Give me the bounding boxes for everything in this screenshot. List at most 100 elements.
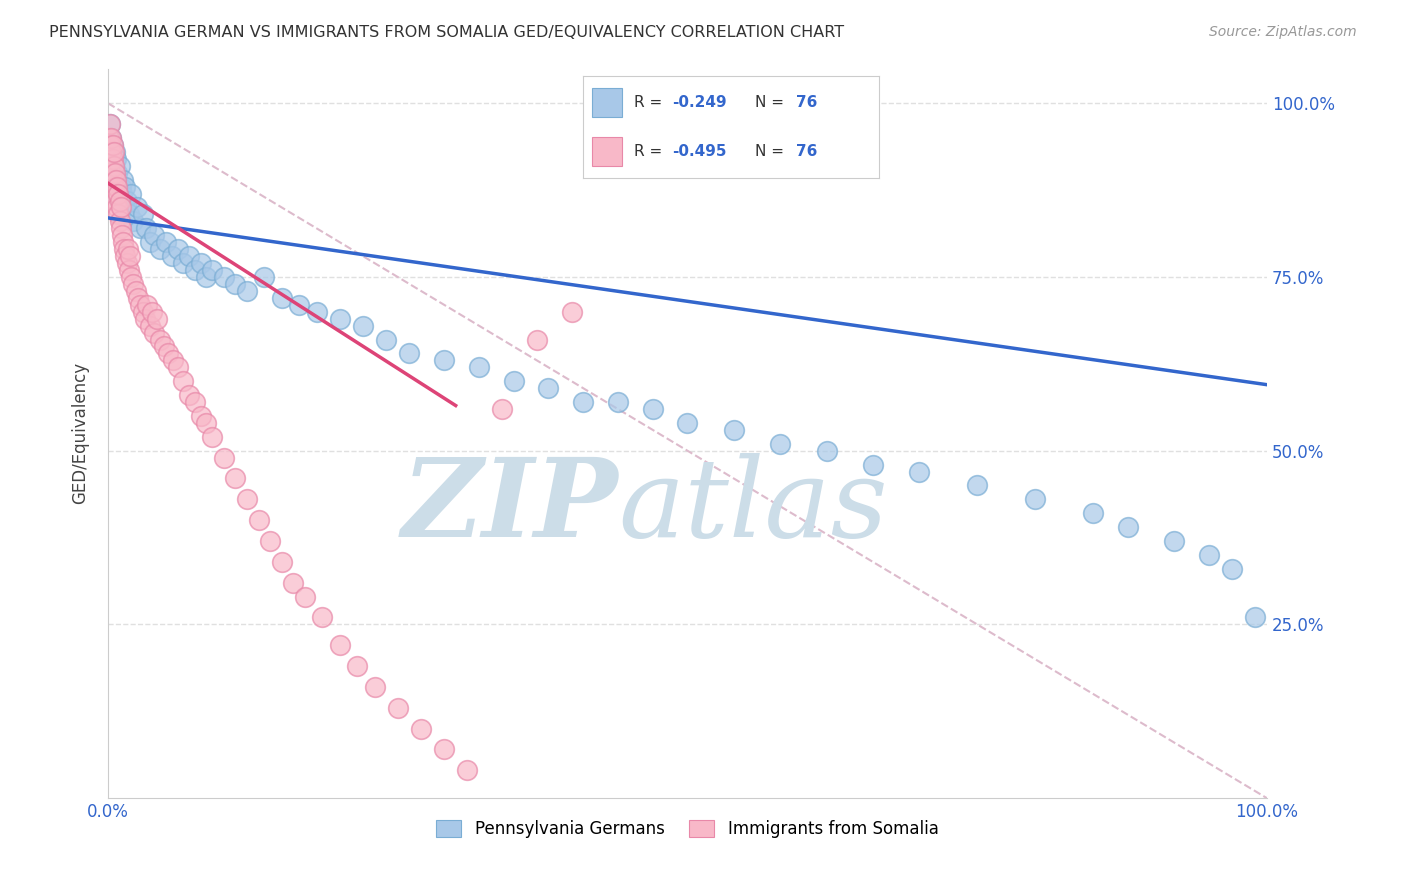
Point: [815, 443, 838, 458]
Point: [212, 270, 235, 285]
Point: [101, 172, 124, 186]
Text: N =: N =: [755, 95, 789, 110]
Point: [141, 304, 163, 318]
Point: [100, 131, 122, 145]
Text: ZIP: ZIP: [401, 452, 617, 560]
Point: [107, 179, 129, 194]
Point: [138, 235, 160, 250]
Point: [179, 249, 201, 263]
Point: [409, 722, 432, 736]
Point: [104, 186, 127, 201]
Point: [105, 201, 128, 215]
Text: N =: N =: [755, 145, 789, 160]
Point: [329, 638, 352, 652]
Point: [157, 346, 180, 360]
Point: [117, 242, 139, 256]
Point: [112, 201, 135, 215]
Point: [115, 194, 138, 208]
Point: [363, 680, 385, 694]
Point: [105, 186, 128, 201]
Text: 76: 76: [796, 95, 817, 110]
Point: [108, 214, 131, 228]
Point: [104, 145, 127, 159]
Point: [132, 304, 155, 318]
Point: [433, 742, 456, 756]
Point: [236, 284, 259, 298]
Point: [132, 207, 155, 221]
Point: [134, 311, 156, 326]
Point: [190, 256, 212, 270]
Point: [387, 701, 409, 715]
Point: [105, 172, 128, 186]
Point: [224, 277, 246, 291]
Point: [526, 333, 548, 347]
Point: [111, 228, 134, 243]
Point: [283, 575, 305, 590]
Point: [769, 436, 792, 450]
Point: [201, 430, 224, 444]
Point: [641, 402, 664, 417]
Point: [118, 207, 141, 221]
Point: [143, 228, 166, 243]
Point: [107, 207, 129, 221]
Point: [100, 179, 122, 194]
Point: [105, 166, 128, 180]
Bar: [592, 137, 621, 166]
Point: [145, 311, 167, 326]
Point: [966, 478, 988, 492]
Point: [166, 360, 188, 375]
Point: [138, 318, 160, 333]
Point: [105, 172, 128, 186]
Point: [112, 172, 135, 186]
Point: [1220, 562, 1243, 576]
Point: [101, 138, 124, 153]
Point: [1244, 610, 1267, 624]
Point: [572, 395, 595, 409]
Point: [166, 242, 188, 256]
Point: [1081, 506, 1104, 520]
Point: [1116, 520, 1139, 534]
Point: [190, 409, 212, 423]
Point: [98, 117, 121, 131]
Point: [101, 166, 124, 180]
Point: [105, 194, 128, 208]
Text: atlas: atlas: [617, 452, 887, 560]
Point: [143, 326, 166, 340]
Text: R =: R =: [634, 145, 666, 160]
Point: [125, 201, 148, 215]
Point: [103, 179, 125, 194]
Point: [100, 152, 122, 166]
Point: [346, 659, 368, 673]
Point: [103, 179, 125, 194]
Point: [103, 159, 125, 173]
Point: [305, 304, 328, 318]
Point: [172, 374, 194, 388]
Point: [129, 221, 152, 235]
Point: [224, 471, 246, 485]
Point: [103, 159, 125, 173]
Point: [115, 256, 138, 270]
Bar: [592, 88, 621, 117]
Point: [723, 423, 745, 437]
Point: [155, 235, 177, 250]
Point: [104, 186, 127, 201]
Point: [1024, 492, 1046, 507]
Point: [108, 194, 131, 208]
Point: [294, 590, 316, 604]
Text: Source: ZipAtlas.com: Source: ZipAtlas.com: [1209, 25, 1357, 39]
Point: [253, 270, 276, 285]
Point: [122, 214, 145, 228]
Point: [184, 395, 207, 409]
Point: [103, 145, 125, 159]
Point: [270, 555, 292, 569]
Point: [110, 201, 132, 215]
Point: [862, 458, 884, 472]
Point: [537, 381, 560, 395]
Point: [110, 221, 132, 235]
Point: [120, 186, 142, 201]
Point: [270, 291, 292, 305]
Legend: Pennsylvania Germans, Immigrants from Somalia: Pennsylvania Germans, Immigrants from So…: [430, 813, 945, 845]
Point: [152, 339, 174, 353]
Point: [606, 395, 628, 409]
Point: [127, 291, 149, 305]
